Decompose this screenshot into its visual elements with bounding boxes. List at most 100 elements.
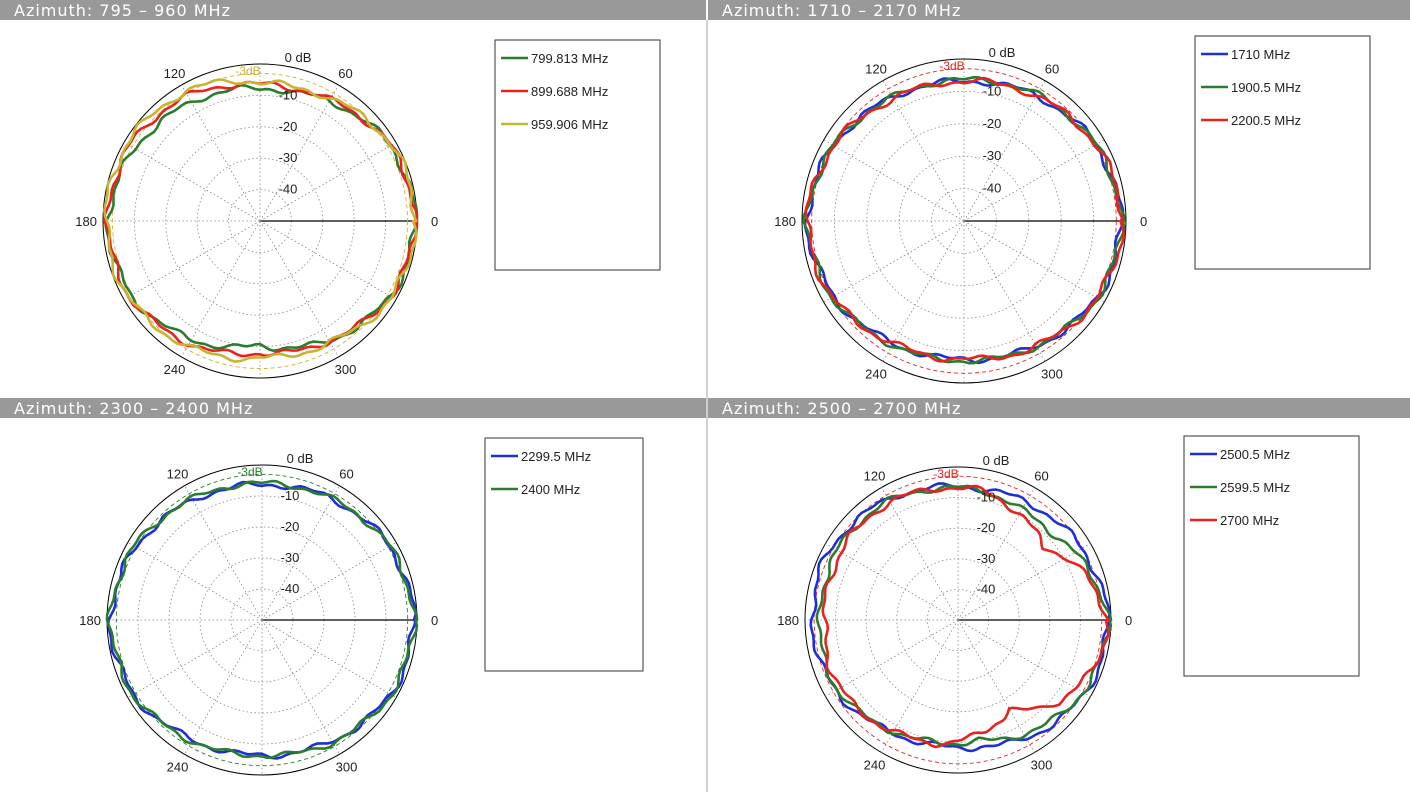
reference-label: -3dB [939,59,964,73]
radial-tick-label: -30 [977,551,996,566]
spoke [181,84,261,222]
legend-box [494,39,661,271]
angle-tick-label: 240 [865,366,887,381]
radial-tick-label: -10 [279,87,298,102]
chart-panel-2: Azimuth: 1710 – 2170 MHz -10 -20 -30 -40 0 d… [708,0,1410,398]
chart-panel-4: Azimuth: 2500 – 2700 MHz -10 -20 -30 -40 0 d… [708,398,1410,792]
radial-tick-label: -40 [983,181,1002,196]
legend-label: 1710 MHz [1231,47,1290,62]
chart-title: Azimuth: 795 – 960 MHz [0,0,706,20]
spoke [963,139,1105,222]
legend-label: 2299.5 MHz [521,449,591,464]
angle-tick-label: 60 [339,467,353,482]
angle-tick-label: 120 [164,66,186,81]
series-trace [802,75,1126,365]
polar-chart-3: -10 -20 -30 -40 0 dB -3dB 0 60 120 180 240 300 2299.… [79,437,644,776]
angle-tick-label: 300 [335,362,357,377]
reference-ring [115,473,409,767]
angle-tick-label: 0 [431,613,438,628]
series-trace [105,479,419,759]
reference-ring [813,475,1103,765]
series-trace [103,78,418,363]
spoke [957,619,1091,697]
reference-label: -3dB [235,64,260,78]
spoke [123,142,261,222]
legend-label: 2700 MHz [1220,513,1279,528]
radial-unit-label: 0 dB [989,45,1016,60]
radial-unit-label: 0 dB [983,453,1010,468]
angle-tick-label: 300 [336,759,358,774]
spoke [184,485,263,621]
chart-panel-1: Azimuth: 795 – 960 MHz -10 -20 -30 -40 0 dB -… [0,0,706,398]
spoke [882,220,965,362]
chart-title: Azimuth: 2300 – 2400 MHz [0,398,706,418]
series-trace [809,482,1111,753]
spoke [261,619,397,698]
radial-tick-label: -20 [983,116,1002,131]
radial-tick-label: -10 [977,490,996,505]
series-trace [804,76,1126,363]
angle-tick-label: 60 [338,66,352,81]
angle-tick-label: 300 [1041,366,1063,381]
reference-ring [111,72,409,370]
polar-chart-4: -10 -20 -30 -40 0 dB -3dB 0 60 120 180 240 300 2500.… [777,435,1360,774]
legend-label: 959.906 MHz [531,117,608,132]
polar-chart-1: -10 -20 -30 -40 0 dB -3dB 0 60 120 180 240 300 799.8… [75,39,661,379]
chart-panel-3: Azimuth: 2300 – 2400 MHz -10 -20 -30 -40 0 d… [0,398,706,792]
angle-tick-label: 240 [167,759,189,774]
radial-tick-label: -40 [279,182,298,197]
legend-label: 2200.5 MHz [1231,113,1301,128]
spoke [261,619,340,755]
spoke [823,139,965,222]
radial-tick-label: -30 [281,550,300,565]
angle-tick-label: 180 [774,214,796,229]
legend-box [1183,435,1360,677]
angle-tick-label: 60 [1045,62,1059,77]
radial-tick-label: -20 [281,519,300,534]
radial-tick-label: -20 [279,119,298,134]
legend-label: 2500.5 MHz [1220,447,1290,462]
polar-chart-2: -10 -20 -30 -40 0 dB -3dB 0 60 120 180 240 300 1710 … [774,35,1371,384]
legend-label: 2599.5 MHz [1220,480,1290,495]
radial-tick-label: -10 [281,488,300,503]
series-trace [815,484,1113,747]
chart-title: Azimuth: 2500 – 2700 MHz [708,398,1410,418]
spoke [184,619,263,755]
legend-label: 799.813 MHz [531,51,608,66]
radial-tick-label: -30 [279,150,298,165]
angle-tick-label: 240 [864,758,886,773]
spoke [825,619,959,697]
spoke [825,543,959,621]
chart-title: Azimuth: 1710 – 2170 MHz [708,0,1410,20]
spoke [259,84,339,222]
spoke [261,485,340,621]
angle-tick-label: 180 [777,613,799,628]
radial-tick-label: -30 [983,148,1002,163]
radial-tick-label: -20 [977,520,996,535]
spoke [823,220,965,303]
radial-tick-label: -40 [977,581,996,596]
spoke [957,543,1091,621]
spoke [181,220,261,358]
spoke [882,80,965,222]
spoke [963,220,1105,303]
angle-tick-label: 120 [864,468,886,483]
reference-ring [811,68,1117,374]
spoke [957,487,1035,621]
spoke [963,220,1046,362]
spoke [127,619,263,698]
legend-box [484,437,644,672]
legend-label: 1900.5 MHz [1231,80,1301,95]
radial-unit-label: 0 dB [287,451,314,466]
angle-tick-label: 120 [167,467,189,482]
panel-divider [706,20,708,792]
spoke [957,619,1035,753]
radial-unit-label: 0 dB [285,50,312,65]
angle-tick-label: 300 [1031,758,1053,773]
angle-tick-label: 0 [1125,613,1132,628]
spoke [261,542,397,621]
angle-tick-label: 60 [1034,468,1048,483]
angle-tick-label: 240 [164,362,186,377]
radial-tick-label: -40 [281,581,300,596]
legend-box [1194,35,1371,270]
